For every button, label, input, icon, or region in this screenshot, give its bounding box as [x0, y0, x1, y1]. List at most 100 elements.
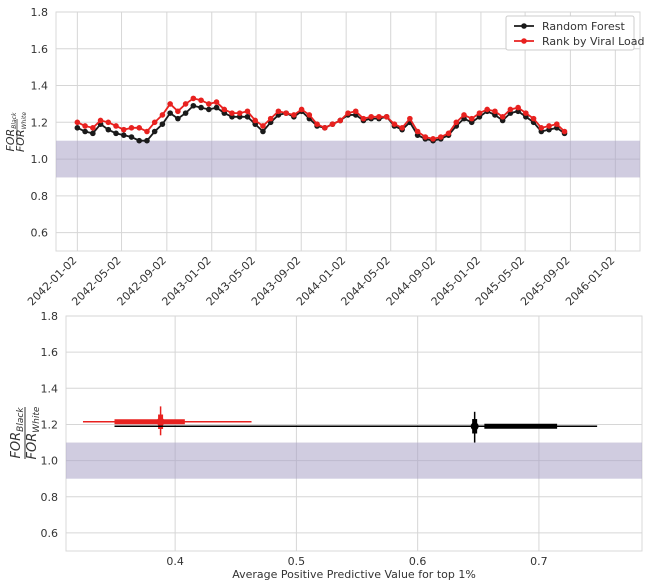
x-tick-labels: 2042-01-022042-05-022042-09-022043-01-02… — [25, 254, 617, 308]
data-point — [244, 108, 251, 115]
data-point — [221, 106, 228, 113]
data-point — [437, 134, 444, 140]
data-point — [530, 115, 537, 122]
data-point — [175, 108, 181, 115]
y-tick-label: 0.6 — [41, 527, 59, 540]
data-point — [360, 115, 367, 122]
data-point — [553, 121, 560, 127]
data-point — [523, 110, 529, 116]
data-point — [383, 113, 390, 120]
parity-band — [56, 140, 640, 178]
ppv-scatter-chart: 0.6 0.8 1.0 1.2 1.4 1.6 1.8 0.4 0.5 0.6 0.7 Avera… — [9, 310, 643, 581]
y-tick-label: 1.0 — [41, 455, 59, 468]
point-estimate — [470, 422, 479, 431]
data-point — [468, 115, 475, 122]
data-point — [546, 123, 552, 129]
parity-band — [66, 442, 642, 479]
y-tick-label: 1.2 — [41, 418, 59, 431]
data-point — [74, 125, 81, 131]
data-point — [90, 130, 96, 137]
data-point — [260, 128, 266, 135]
data-point — [90, 125, 96, 131]
data-point — [291, 112, 297, 118]
data-point — [105, 126, 112, 133]
denominator-sub: White — [21, 112, 28, 130]
numerator-main: FOR — [4, 129, 17, 152]
data-point — [120, 126, 127, 133]
y-axis-label-numerator: FORBlack — [9, 407, 26, 459]
data-point — [275, 108, 282, 115]
data-point — [167, 101, 173, 107]
data-point — [229, 110, 235, 116]
data-point — [314, 121, 320, 127]
data-point — [82, 123, 88, 129]
data-point — [144, 137, 150, 144]
y-axis-label-numerator: FORBlack — [4, 112, 18, 151]
data-point — [267, 115, 274, 122]
y-tick-labels: 0.6 0.8 1.0 1.2 1.4 1.6 1.8 — [31, 6, 49, 240]
x-tick-label: 0.7 — [530, 555, 548, 568]
y-tick-label: 0.8 — [41, 491, 59, 504]
data-point — [407, 115, 413, 122]
y-tick-label: 1.4 — [31, 80, 49, 93]
x-tick-labels: 0.4 0.5 0.6 0.7 — [166, 555, 547, 568]
denominator-main: FOR — [25, 433, 40, 460]
data-point — [252, 117, 259, 124]
y-tick-labels: 0.6 0.8 1.0 1.2 1.4 1.6 1.8 — [41, 310, 59, 540]
data-point — [399, 125, 405, 131]
data-point — [151, 128, 158, 135]
data-point — [113, 130, 119, 137]
data-point — [128, 134, 135, 140]
data-point — [484, 106, 490, 113]
data-point — [453, 119, 460, 126]
y-tick-label: 1.8 — [31, 6, 49, 19]
data-point — [329, 121, 336, 127]
data-point — [167, 110, 173, 116]
y-tick-label: 1.0 — [31, 153, 49, 166]
data-point — [391, 121, 398, 127]
y-tick-label: 0.6 — [31, 227, 49, 240]
y-axis-label: FORBlack FORWhite — [4, 112, 28, 152]
data-point — [175, 115, 181, 122]
numerator-main: FOR — [9, 432, 24, 459]
data-point — [499, 113, 506, 120]
data-point — [538, 125, 545, 131]
legend-label: Random Forest — [542, 20, 625, 33]
data-point — [120, 132, 127, 138]
data-point — [206, 106, 212, 113]
x-tick-label: 0.6 — [409, 555, 427, 568]
y-tick-label: 0.8 — [31, 190, 49, 203]
data-point — [213, 104, 220, 111]
numerator-sub: Black — [11, 112, 18, 129]
marks-group — [82, 406, 598, 443]
data-point — [430, 136, 436, 142]
x-tick-label: 0.5 — [288, 555, 306, 568]
x-axis-label: Average Positive Predictive Value for to… — [232, 568, 476, 581]
denominator-sub: White — [32, 406, 42, 433]
data-point — [515, 104, 521, 111]
legend-box — [505, 15, 635, 51]
data-point — [561, 128, 568, 135]
time-series-chart: 0.6 0.8 1.0 1.2 1.4 1.6 1.8 2042-01-022042-05-… — [4, 6, 645, 308]
data-point — [144, 128, 150, 135]
point-estimate — [156, 417, 165, 426]
legend-label: Rank by Viral Load — [542, 35, 645, 48]
x-tick-label: 0.4 — [166, 555, 184, 568]
y-tick-label: 1.6 — [41, 346, 59, 359]
y-tick-label: 1.6 — [31, 43, 49, 56]
denominator-main: FOR — [14, 129, 27, 152]
data-point — [422, 134, 429, 140]
data-point — [198, 104, 204, 111]
data-point — [492, 108, 498, 115]
data-point — [136, 125, 143, 131]
data-point — [151, 119, 158, 126]
data-point — [97, 117, 104, 124]
data-point — [105, 119, 112, 126]
data-point — [414, 128, 421, 135]
data-point — [283, 110, 289, 116]
numerator-sub: Black — [16, 407, 26, 432]
data-point — [236, 110, 243, 116]
y-axis-label-denominator: FORWhite — [25, 406, 42, 459]
y-tick-label: 1.8 — [41, 310, 59, 323]
data-point — [352, 108, 359, 115]
